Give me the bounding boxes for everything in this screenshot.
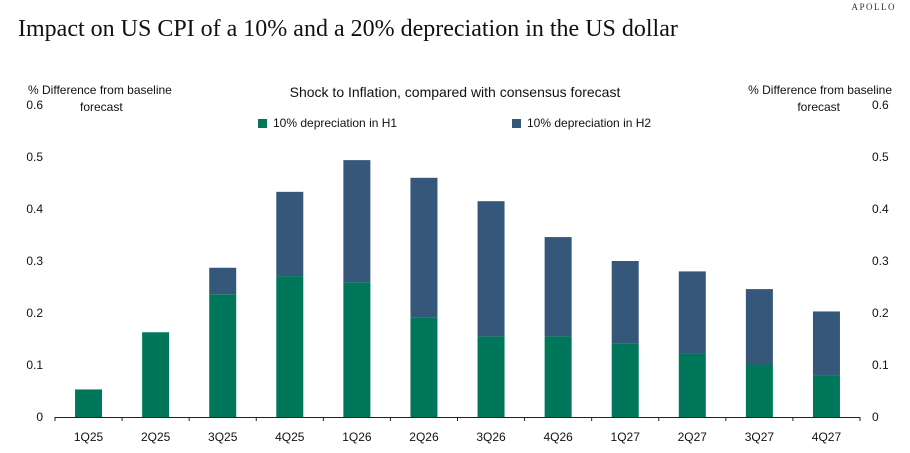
y-tick-label-right: 0.2 (872, 306, 889, 320)
bar-h2-2q27 (678, 271, 706, 354)
bar-h2-3q25 (209, 267, 237, 295)
x-tick-label: 2Q27 (678, 430, 708, 444)
bar-h1-3q26 (477, 336, 505, 417)
x-tick-label: 2Q26 (409, 430, 439, 444)
bar-h1-3q25 (209, 294, 237, 417)
bar-h1-3q27 (745, 364, 773, 417)
bar-h2-1q26 (343, 160, 371, 283)
bar-h1-2q26 (410, 317, 438, 417)
x-tick-label: 3Q25 (208, 430, 238, 444)
x-tick-label: 3Q27 (745, 430, 775, 444)
x-tick-label: 4Q27 (812, 430, 842, 444)
bar-h1-4q25 (276, 276, 304, 417)
legend-item-h1: 10% depreciation in H1 (258, 116, 397, 130)
bar-h2-2q26 (410, 177, 438, 318)
bar-h2-4q25 (276, 191, 304, 277)
y-tick-label-left: 0.2 (26, 306, 43, 320)
x-tick-label: 4Q25 (275, 430, 305, 444)
y-tick-label-right: 0.5 (872, 150, 889, 164)
bar-h2-4q27 (812, 311, 840, 376)
bar-h2-4q26 (544, 237, 572, 337)
x-tick-label: 1Q25 (74, 430, 104, 444)
bar-h1-1q27 (611, 343, 639, 417)
legend-swatch-h1 (258, 118, 267, 128)
left-axis-title: % Difference from baseline forecast (28, 82, 188, 116)
y-tick-label-left: 0.4 (26, 202, 43, 216)
y-tick-label-left: 0.5 (26, 150, 43, 164)
y-tick-label-left: 0.6 (26, 98, 43, 112)
legend-swatch-h2 (512, 118, 521, 128)
chart-title: Shock to Inflation, compared with consen… (289, 84, 621, 100)
right-axis-title-line-1: % Difference from baseline (748, 83, 892, 97)
right-axis-title: % Difference from baseline forecast (732, 82, 892, 116)
right-axis-title-line-2: forecast (797, 100, 840, 114)
bar-h2-1q27 (611, 261, 639, 344)
y-tick-label-right: 0 (872, 410, 879, 424)
bar-h1-2q27 (678, 353, 706, 417)
legend-item-h2: 10% depreciation in H2 (512, 116, 651, 130)
x-tick-label: 1Q26 (342, 430, 372, 444)
bar-h1-1q25 (75, 389, 103, 417)
y-tick-label-left: 0 (36, 410, 43, 424)
x-tick-label: 2Q25 (141, 430, 171, 444)
y-tick-label-left: 0.1 (26, 358, 43, 372)
y-tick-label-right: 0.4 (872, 202, 889, 216)
y-tick-label-right: 0.6 (872, 98, 889, 112)
x-tick-label: 3Q26 (476, 430, 506, 444)
legend-label-h2: 10% depreciation in H2 (527, 116, 652, 130)
bar-h1-4q26 (544, 336, 572, 417)
bar-h1-2q25 (142, 332, 170, 417)
y-tick-label-right: 0.1 (872, 358, 889, 372)
y-tick-label-right: 0.3 (872, 254, 889, 268)
left-axis-title-line-1: % Difference from baseline (28, 83, 172, 97)
brand-logo: APOLLO (851, 2, 896, 12)
bar-h1-1q26 (343, 282, 371, 417)
legend-label-h1: 10% depreciation in H1 (273, 116, 398, 130)
left-axis-title-line-2: forecast (80, 100, 123, 114)
y-tick-label-left: 0.3 (26, 254, 43, 268)
bar-h2-3q26 (477, 201, 505, 337)
x-tick-label: 1Q27 (611, 430, 641, 444)
bar-h1-4q27 (812, 375, 840, 417)
page-title: Impact on US CPI of a 10% and a 20% depr… (18, 16, 678, 42)
bar-h2-3q27 (745, 289, 773, 365)
x-tick-label: 4Q26 (543, 430, 573, 444)
